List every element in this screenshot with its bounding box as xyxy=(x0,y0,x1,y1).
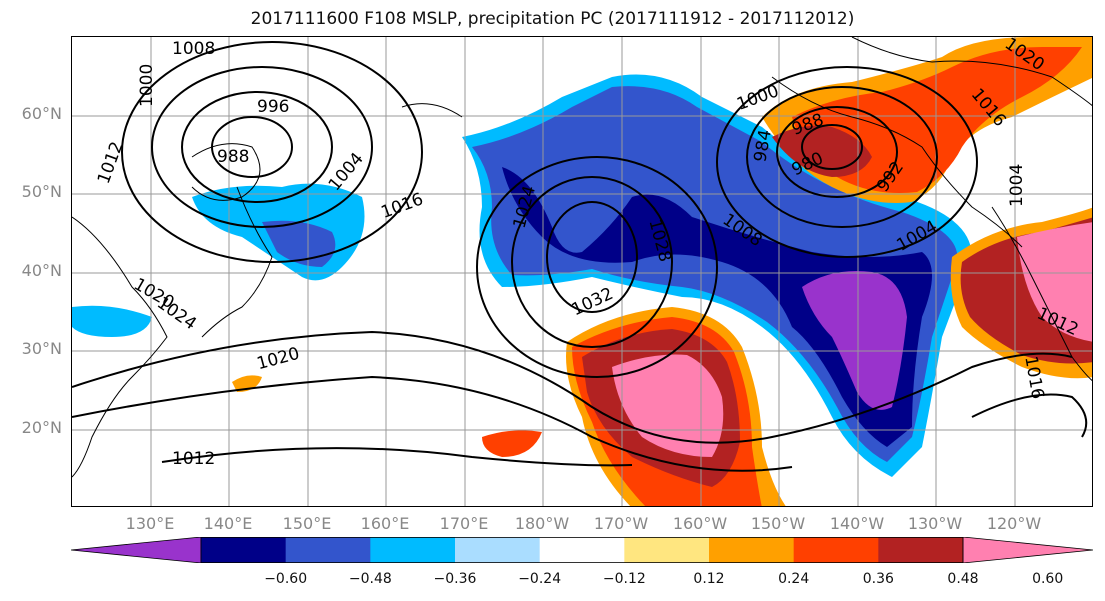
isobar-label: 996 xyxy=(257,97,289,117)
isobar-label: 1008 xyxy=(172,39,215,59)
map-panel[interactable]: 1008 1000 996 988 1012 1004 1016 1020 10… xyxy=(71,36,1093,507)
colorbar-tick-label: −0.36 xyxy=(433,571,477,587)
graticule xyxy=(72,37,1092,506)
isobar-label: 1032 xyxy=(569,284,617,320)
colorbar-tick-label: −0.12 xyxy=(602,571,646,587)
colorbar-swatch xyxy=(624,537,710,563)
lon-tick-label: 120°W xyxy=(986,514,1042,533)
lon-tick-label: 150°W xyxy=(750,514,806,533)
colorbar-tick-label: 0.48 xyxy=(947,571,979,587)
colorbar-tick-label: −0.48 xyxy=(348,571,392,587)
lon-tick-label: 140°W xyxy=(829,514,885,533)
isobar-label: 1012 xyxy=(172,449,215,469)
isobar-label: 1000 xyxy=(137,64,157,107)
lat-tick-label: 60°N xyxy=(21,104,62,123)
lon-tick-label: 130°W xyxy=(907,514,963,533)
colorbar-swatch xyxy=(793,537,879,563)
isobar-label: 988 xyxy=(217,147,249,167)
lon-tick-label: 140°E xyxy=(203,514,253,533)
isobar-label: 1024 xyxy=(153,293,200,334)
lat-tick-label: 40°N xyxy=(21,261,62,280)
lat-tick-label: 50°N xyxy=(21,182,62,201)
lat-tick-label: 20°N xyxy=(21,418,62,437)
lon-tick-label: 160°E xyxy=(360,514,410,533)
colorbar-swatch xyxy=(539,537,625,563)
map-title: 2017111600 F108 MSLP, precipitation PC (… xyxy=(250,9,855,29)
lat-tick-label: 30°N xyxy=(21,339,62,358)
lon-tick-label: 170°W xyxy=(593,514,649,533)
lon-tick-label: 180°W xyxy=(514,514,570,533)
colorbar-extend-max xyxy=(962,536,1094,564)
lon-tick-label: 170°E xyxy=(439,514,489,533)
colorbar-swatch xyxy=(370,537,456,563)
colorbar-tick-label: −0.24 xyxy=(518,571,562,587)
colorbar-tick-label: −0.60 xyxy=(264,571,308,587)
colorbar-tick-label: 0.60 xyxy=(1032,571,1064,587)
colorbar-tick-label: 0.24 xyxy=(778,571,810,587)
colorbar-extend-min xyxy=(70,536,202,564)
colorbar-swatch xyxy=(285,537,371,563)
colorbar-swatch xyxy=(455,537,541,563)
colorbar-swatch xyxy=(878,537,964,563)
isobar-label: 1020 xyxy=(255,344,302,375)
colorbar-outline xyxy=(200,537,964,563)
map-canvas: 1008 1000 996 988 1012 1004 1016 1020 10… xyxy=(72,37,1092,506)
colorbar-swatch xyxy=(201,537,287,563)
precip-shading xyxy=(72,37,1092,506)
colorbar-swatch xyxy=(709,537,795,563)
colorbar-tick-label: 0.12 xyxy=(693,571,725,587)
lon-tick-label: 150°E xyxy=(282,514,332,533)
colorbar-tick-label: 0.36 xyxy=(862,571,894,587)
isobars xyxy=(72,41,1088,472)
lon-tick-label: 160°W xyxy=(672,514,728,533)
colorbar xyxy=(70,536,1094,564)
isobar-label: 1004 xyxy=(1007,164,1027,207)
lon-tick-label: 130°E xyxy=(125,514,175,533)
colorbar-svg xyxy=(70,536,1094,564)
